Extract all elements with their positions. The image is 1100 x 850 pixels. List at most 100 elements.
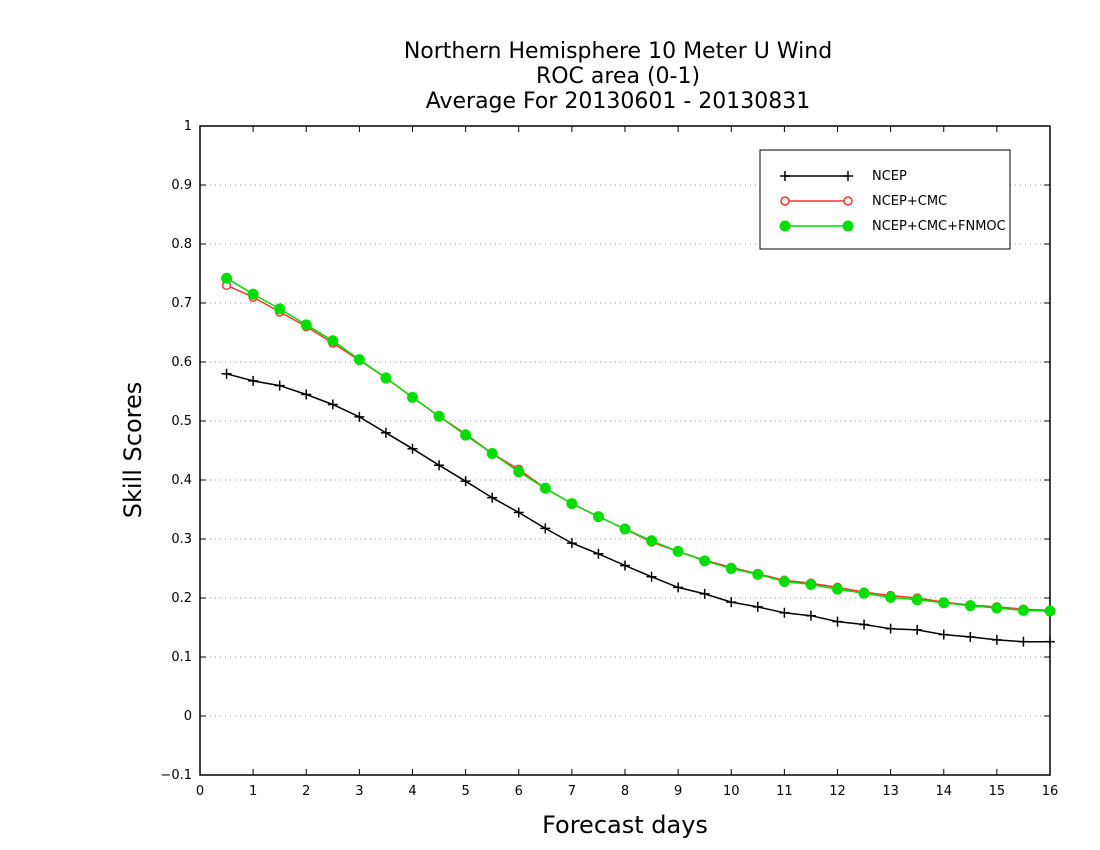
legend-marker-ncep-cmc [780,196,790,206]
data-point-ncep [434,460,445,471]
legend-items: NCEP NCEP+CMC NCEP+CMC+FNMOC [779,169,1006,234]
series-line-ncep-cmc [226,284,1051,612]
data-point-ncep [380,427,391,438]
data-point-ncep [991,634,1002,645]
data-point-ncep [620,560,630,571]
y-axis-label: Skill Scores [119,382,147,519]
data-point-ncep [354,411,365,422]
series-group [221,272,1056,647]
data-point-ncep-cmc-fnmoc [274,303,286,315]
data-point-ncep [859,619,870,630]
data-point-ncep-cmc-fnmoc [805,578,817,590]
legend-label-ncep: NCEP [872,169,907,184]
data-point-ncep-cmc-fnmoc [725,563,737,574]
data-point-ncep-cmc-fnmoc [486,447,498,459]
data-point-ncep-cmc-fnmoc [539,482,551,494]
data-point-ncep [673,582,684,593]
data-point-ncep-cmc-fnmoc [699,555,711,567]
data-point-ncep-cmc-fnmoc [1017,604,1029,616]
data-point-ncep-cmc-fnmoc [407,391,418,403]
data-point-ncep [566,538,577,549]
series-ncep [221,368,1055,647]
data-point-ncep-cmc-fnmoc [460,429,472,441]
chart-title-line-1: Northern Hemisphere 10 Meter U Wind [404,39,832,64]
data-point-ncep [248,375,259,386]
data-point-ncep [301,389,312,400]
data-point-ncep [593,548,604,559]
data-point-ncep [885,623,896,634]
series-ncep-cmc-fnmoc [221,272,1056,617]
y-tick-label: 0.1 [171,650,192,665]
y-tick-label: 0.5 [171,414,192,429]
x-axis-label: Forecast days [542,811,708,839]
data-point-ncep-cmc-fnmoc [566,498,578,510]
data-point-ncep-cmc-fnmoc [911,594,923,606]
data-point-ncep-cmc-fnmoc [247,288,259,300]
y-tick-label: 0.3 [171,532,192,547]
y-tick-label: 0.8 [171,237,192,252]
data-point-ncep [726,597,737,608]
data-point-ncep [779,607,790,618]
data-point-ncep-cmc-fnmoc [938,597,950,609]
data-point-ncep-cmc-fnmoc [964,600,976,612]
legend-entry-ncep: NCEP [780,169,907,184]
data-point-ncep [221,368,232,379]
data-point-ncep [460,476,471,487]
legend-marker-ncep [843,171,853,181]
x-tick-label: 8 [621,784,629,799]
data-point-ncep [646,571,657,582]
series-line-ncep-cmc-fnmoc [226,277,1051,612]
data-point-ncep [1045,636,1055,647]
data-point-ncep-cmc-fnmoc [327,335,339,347]
x-tick-label: 2 [302,784,310,799]
data-point-ncep-cmc-fnmoc [513,466,525,478]
data-point-ncep [540,523,551,534]
data-point-ncep-cmc-fnmoc [672,545,684,557]
x-tick-label: 10 [723,784,740,799]
data-point-ncep [407,443,418,454]
x-tick-label: 3 [355,784,363,799]
y-tick-label: 0.4 [171,473,192,488]
data-point-ncep [805,610,816,621]
data-point-ncep [327,399,338,410]
legend-marker-ncep [780,171,790,181]
chart-title-line-2: ROC area (0-1) [536,64,700,89]
x-tick-label: 13 [882,784,899,799]
data-point-ncep [832,616,843,627]
data-point-ncep-cmc-fnmoc [380,372,392,384]
data-point-ncep [912,624,923,635]
data-point-ncep-cmc-fnmoc [858,587,870,599]
x-tick-label: 6 [515,784,523,799]
axis-ticks: −0.100.10.20.30.40.50.60.70.80.910 1 2 3 4 5 6… [160,119,1058,799]
x-tick-label: 7 [568,784,576,799]
y-tick-label: 0 [184,709,192,724]
data-point-ncep-cmc-fnmoc [592,511,604,523]
x-tick-label: 14 [935,784,952,799]
data-point-ncep [274,380,285,391]
data-point-ncep-cmc-fnmoc [752,568,764,580]
data-point-ncep-cmc-fnmoc [619,523,631,535]
data-point-ncep-cmc-fnmoc [300,319,312,331]
legend-marker-ncep-cmc [843,196,853,206]
legend-label-ncep-cmc-fnmoc: NCEP+CMC+FNMOC [872,219,1006,234]
y-tick-label: −0.1 [160,768,192,783]
legend-entry-ncep-cmc: NCEP+CMC [780,194,947,209]
x-tick-label: 5 [461,784,469,799]
data-point-ncep-cmc-fnmoc [885,591,897,603]
x-tick-label: 15 [989,784,1006,799]
data-point-ncep-cmc-fnmoc [778,575,790,587]
legend-marker-ncep-cmc-fnmoc [779,220,791,232]
y-tick-label: 0.6 [171,355,192,370]
x-tick-label: 16 [1042,784,1059,799]
series-ncep-cmc [221,280,1055,616]
x-tick-label: 1 [249,784,257,799]
y-tick-label: 1 [184,119,192,134]
data-point-ncep-cmc-fnmoc [1044,605,1056,617]
data-point-ncep [487,492,498,503]
y-tick-label: 0.9 [171,178,192,193]
data-point-ncep-cmc-fnmoc [832,583,843,595]
x-tick-label: 11 [776,784,793,799]
data-point-ncep-cmc-fnmoc [991,602,1003,614]
data-point-ncep [965,631,976,642]
